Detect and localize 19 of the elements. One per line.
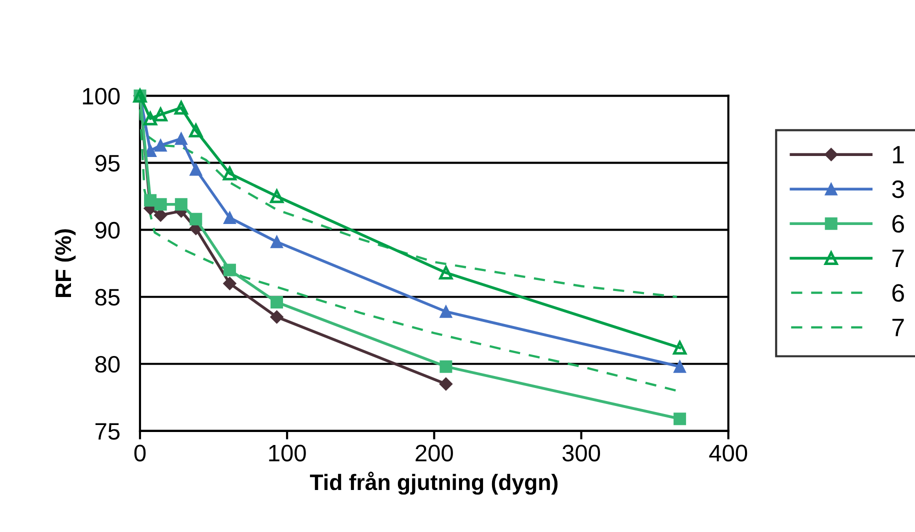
legend-label: 6	[892, 214, 904, 233]
legend-label: 1	[893, 146, 904, 164]
x-tick-label: 0	[134, 444, 146, 462]
y-tick-label: 75	[96, 423, 120, 440]
legend-label: 6	[892, 284, 904, 302]
y-tick-label: 95	[95, 154, 120, 172]
legend-label: 3	[892, 180, 904, 198]
x-axis-title: Tid från gjutning (dygn)	[310, 472, 558, 495]
legend-label: 7	[892, 318, 904, 336]
legend-label: 7	[892, 250, 904, 267]
y-tick-label: 100	[82, 88, 120, 105]
y-tick-label: 85	[95, 288, 120, 306]
x-tick-label: 300	[562, 444, 600, 462]
x-tick-label: 100	[269, 444, 306, 462]
y-tick-label: 80	[95, 356, 120, 373]
x-tick-label: 200	[416, 444, 453, 462]
x-tick-label: 400	[709, 444, 748, 462]
y-axis-title: RF (%)	[54, 229, 76, 298]
y-tick-label: 90	[95, 222, 120, 239]
